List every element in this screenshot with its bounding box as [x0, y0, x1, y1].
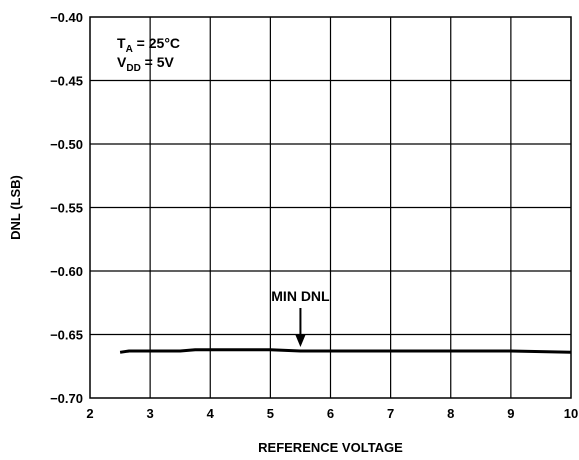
y-tick-label: −0.45	[50, 74, 83, 89]
y-tick-label: −0.60	[50, 264, 83, 279]
x-tick-label: 4	[207, 406, 215, 421]
series-line-min-dnl	[119, 348, 572, 354]
min-dnl-label: MIN DNL	[271, 288, 330, 304]
arrow-head	[295, 335, 306, 348]
x-tick-label: 6	[327, 406, 334, 421]
y-tick-label: −0.65	[50, 328, 83, 343]
x-tick-label: 10	[564, 406, 578, 421]
series-layer	[119, 348, 572, 354]
y-tick-label: −0.40	[50, 10, 83, 25]
y-tick-label: −0.55	[50, 201, 83, 216]
x-tick-label: 5	[267, 406, 274, 421]
min-dnl-arrow	[295, 308, 306, 348]
y-tick-labels: −0.40 −0.45 −0.50 −0.55 −0.60 −0.65 −0.70	[50, 10, 83, 406]
y-tick-label: −0.70	[50, 391, 83, 406]
x-tick-label: 3	[147, 406, 154, 421]
plot-frame	[89, 16, 572, 399]
x-tick-label: 8	[447, 406, 454, 421]
y-tick-label: −0.50	[50, 137, 83, 152]
x-tick-labels: 2 3 4 5 6 7 8 9 10	[86, 406, 578, 421]
grid	[90, 17, 571, 398]
y-axis-title: DNL (LSB)	[8, 175, 23, 240]
supply-voltage-condition: VDD = 5V	[117, 54, 175, 74]
temperature-condition: TA = 25°C	[117, 35, 180, 55]
x-tick-label: 7	[387, 406, 394, 421]
x-tick-label: 2	[86, 406, 93, 421]
x-axis-title: REFERENCE VOLTAGE	[258, 440, 403, 455]
conditions-annotation: TA = 25°C VDD = 5V	[117, 35, 180, 74]
x-tick-label: 9	[507, 406, 514, 421]
